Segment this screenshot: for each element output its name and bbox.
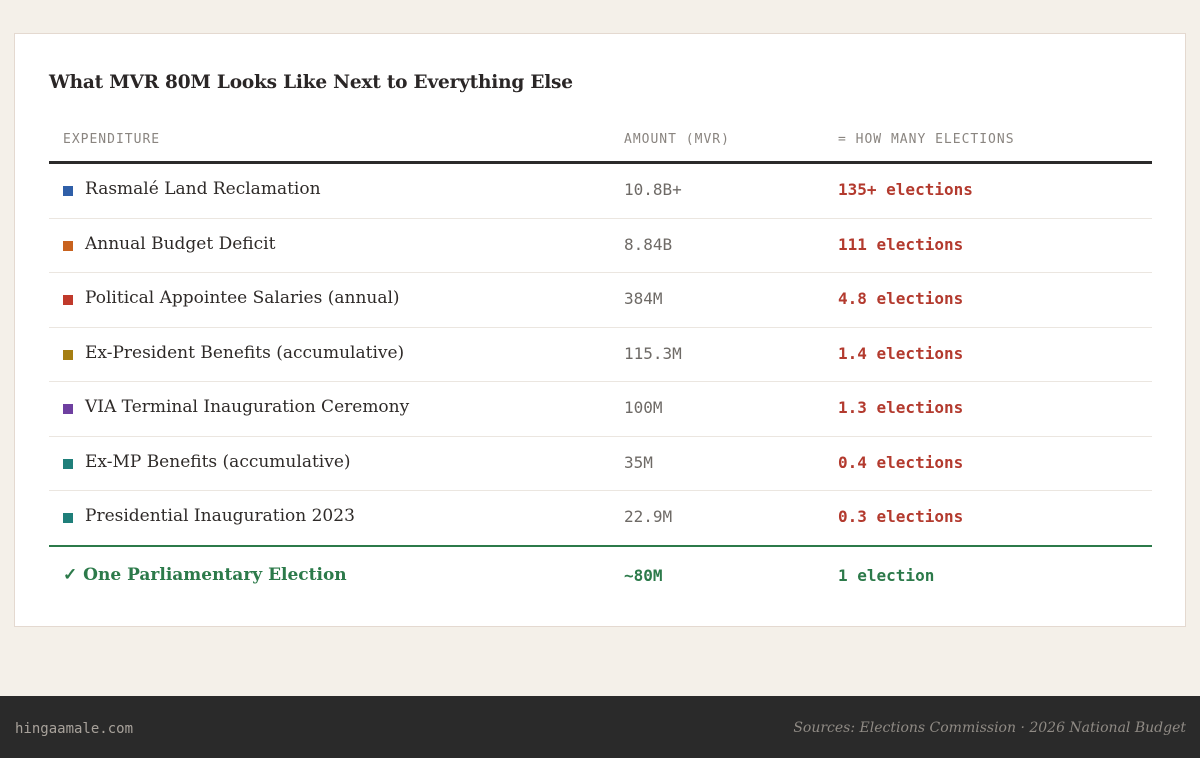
amount-value: 10.8B+ <box>624 180 682 199</box>
expenditure-name: Ex-MP Benefits (accumulative) <box>85 451 351 472</box>
election-count: 1 election <box>838 565 935 585</box>
amount-value: 100M <box>624 398 663 417</box>
category-color-swatch <box>63 349 73 360</box>
category-color-swatch <box>63 404 73 414</box>
comparison-card: What MVR 80M Looks Like Next to Everythi… <box>14 33 1186 627</box>
election-amount: ~80M <box>624 565 663 585</box>
table-row: Ex-MP Benefits (accumulative) 35M 0.4 el… <box>49 437 1152 491</box>
table-row: VIA Terminal Inauguration Ceremony 100M … <box>49 382 1152 437</box>
expenditure-name: Ex-President Benefits (accumulative) <box>85 342 405 363</box>
amount-value: 8.84B <box>624 234 673 254</box>
category-color-swatch <box>63 186 73 196</box>
table-row: Rasmalé Land Reclamation 10.8B+ 135+ ele… <box>49 164 1152 219</box>
sources-note: Sources: Elections Commission · 2026 Nat… <box>793 720 1186 736</box>
table-row: Presidential Inauguration 2023 22.9M 0.3… <box>49 491 1152 547</box>
expenditure-name: Annual Budget Deficit <box>85 233 276 254</box>
expenditure-name: Political Appointee Salaries (annual) <box>85 288 400 308</box>
expenditure-name: VIA Terminal Inauguration Ceremony <box>85 397 410 417</box>
amount-value: 22.9M <box>624 507 673 526</box>
elections-value: 1.3 elections <box>838 398 964 417</box>
category-color-swatch <box>63 240 73 251</box>
table-title: What MVR 80M Looks Like Next to Everythi… <box>49 72 573 93</box>
table-header: EXPENDITURE AMOUNT (MVR) = HOW MANY ELEC… <box>49 124 1152 164</box>
column-header-amount: AMOUNT (MVR) <box>624 132 730 147</box>
column-header-elections: = HOW MANY ELECTIONS <box>838 132 1015 147</box>
elections-value: 0.3 elections <box>838 507 964 526</box>
category-color-swatch <box>63 513 73 523</box>
table-row: Political Appointee Salaries (annual) 38… <box>49 273 1152 328</box>
table-row: Annual Budget Deficit 8.84B 111 election… <box>49 219 1152 273</box>
elections-value: 4.8 elections <box>838 289 964 308</box>
category-color-swatch <box>63 295 73 305</box>
column-header-expenditure: EXPENDITURE <box>63 132 161 147</box>
comparison-table: EXPENDITURE AMOUNT (MVR) = HOW MANY ELEC… <box>49 124 1152 603</box>
total-row: ✓ One Parliamentary Election ~80M 1 elec… <box>49 547 1152 603</box>
elections-value: 0.4 elections <box>838 452 964 472</box>
elections-value: 135+ elections <box>838 180 973 199</box>
site-name: hingaamale.com <box>15 721 134 737</box>
elections-value: 111 elections <box>838 234 964 254</box>
amount-value: 384M <box>624 289 663 308</box>
footer-bar: hingaamale.com Sources: Elections Commis… <box>0 696 1200 758</box>
amount-value: 35M <box>624 452 653 472</box>
category-color-swatch <box>63 458 73 469</box>
elections-value: 1.4 elections <box>838 343 964 363</box>
expenditure-name: Rasmalé Land Reclamation <box>85 179 321 199</box>
election-name: ✓ One Parliamentary Election <box>63 564 347 585</box>
table-row: Ex-President Benefits (accumulative) 115… <box>49 328 1152 382</box>
expenditure-name: Presidential Inauguration 2023 <box>85 506 355 526</box>
amount-value: 115.3M <box>624 343 682 363</box>
